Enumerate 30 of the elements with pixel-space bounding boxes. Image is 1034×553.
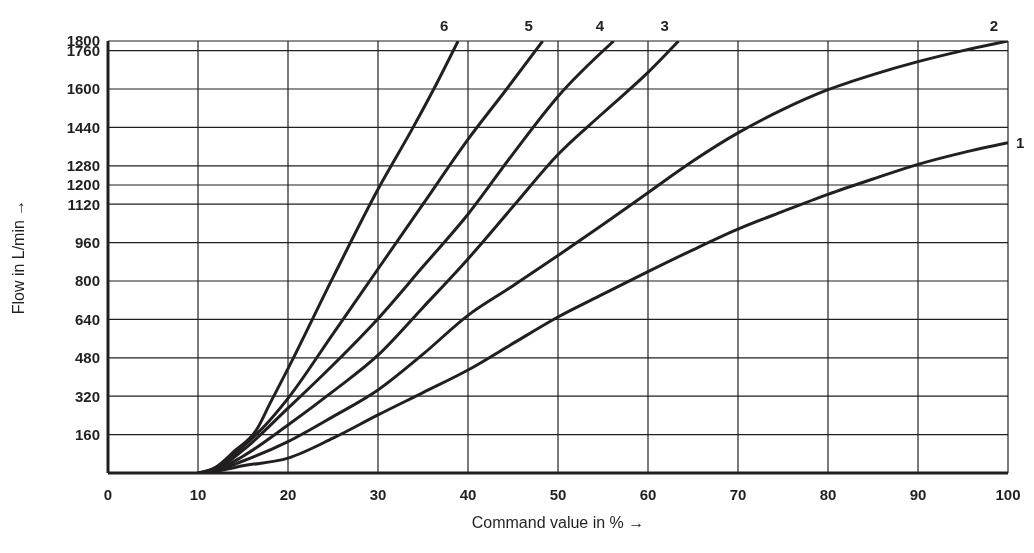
x-tick-label: 50: [549, 485, 567, 503]
y-tick-label: 1600: [66, 80, 100, 98]
x-tick-label: 80: [819, 485, 837, 503]
y-tick-label: 160: [74, 425, 100, 443]
x-tick-label: 40: [459, 485, 477, 503]
x-axis-title: Command value in % →: [471, 514, 645, 531]
series-label: 1: [1016, 133, 1025, 151]
y-tick-label: 640: [74, 310, 100, 328]
x-tick-label: 60: [639, 485, 657, 503]
x-tick-label: 20: [279, 485, 297, 503]
x-tick-label: 90: [909, 485, 927, 503]
series-label: 2: [989, 17, 999, 34]
y-tick-label: 320: [74, 387, 100, 405]
y-tick-label: 960: [74, 233, 100, 251]
y-tick-label: 1440: [66, 118, 100, 136]
x-tick-label: 70: [729, 485, 747, 503]
x-tick-label: 100: [995, 485, 1021, 503]
series-label: 6: [439, 17, 449, 34]
y-axis-title: Flow in L/min →: [9, 199, 27, 315]
x-tick-label: 30: [369, 485, 387, 503]
x-tick-label: 10: [189, 485, 207, 503]
y-tick-label: 1280: [66, 157, 100, 175]
series-label: 3: [660, 17, 669, 34]
x-tick-label: 0: [103, 485, 113, 503]
y-tick-label: 1120: [67, 195, 100, 213]
y-tick-label: 480: [74, 349, 100, 367]
series-label: 4: [595, 17, 605, 34]
series-label: 5: [524, 17, 533, 34]
y-tick-label: 800: [74, 272, 100, 290]
y-tick-label: 1200: [66, 176, 100, 194]
